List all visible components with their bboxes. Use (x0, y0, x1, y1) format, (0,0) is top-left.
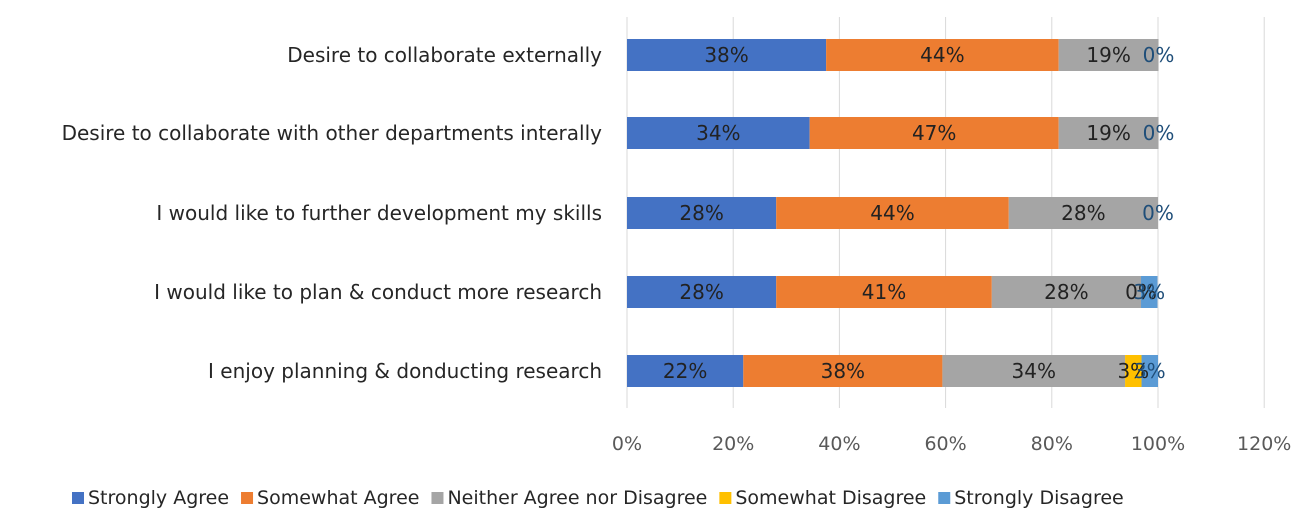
data-label: 22% (663, 359, 707, 383)
legend-swatch (431, 492, 444, 504)
bar-segment (1008, 197, 1158, 229)
x-tick-label: 120% (1237, 433, 1291, 455)
data-label: 28% (679, 280, 723, 304)
x-tick-label: 20% (712, 433, 754, 455)
category-label: I enjoy planning & donducting research (208, 359, 602, 383)
category-label: I would like to plan & conduct more rese… (154, 280, 602, 304)
legend-swatch (938, 492, 951, 504)
data-label: 44% (920, 43, 964, 67)
bar-segment (1058, 39, 1159, 71)
bar-segment (627, 39, 827, 71)
data-label: 28% (1044, 280, 1088, 304)
category-label: I would like to further development my s… (156, 201, 602, 225)
data-label: 34% (1012, 359, 1056, 383)
bar-segment (826, 39, 1059, 71)
data-label: 38% (704, 43, 748, 67)
bar-segment (627, 197, 777, 229)
bar-segment (776, 197, 1009, 229)
legend-entry: Neither Agree nor Disagree (447, 487, 707, 509)
x-tick-label: 100% (1131, 433, 1185, 455)
category-labels: Desire to collaborate externally Desire t… (62, 43, 603, 383)
legend-entry: Strongly Agree (88, 487, 229, 509)
data-label: 0% (1142, 201, 1174, 225)
data-label: 3% (1117, 359, 1149, 383)
data-label: 19% (1086, 121, 1130, 145)
data-label: 3% (1134, 359, 1166, 383)
x-tick-label: 80% (1031, 433, 1073, 455)
bar-segment (627, 276, 777, 308)
bar-segment (743, 355, 943, 387)
legend-entry: Somewhat Agree (257, 487, 419, 509)
legend: Strongly Agree Somewhat Agree Neither Agre… (72, 487, 1124, 509)
bar-segment (942, 355, 1126, 387)
bar-segment (1141, 355, 1158, 387)
category-label: Desire to collaborate with other departm… (62, 121, 603, 145)
legend-swatch (241, 492, 254, 504)
x-tick-labels: 0% 20% 40% 60% 80% 100% 120% (612, 433, 1291, 455)
data-label: 44% (870, 201, 914, 225)
legend-entry: Somewhat Disagree (735, 487, 926, 509)
data-label: 3% (1133, 280, 1165, 304)
data-label: 41% (862, 280, 906, 304)
data-label: 47% (912, 121, 956, 145)
data-label: 28% (679, 201, 723, 225)
bar-segment (1058, 117, 1159, 149)
bar-segment (1125, 355, 1142, 387)
bar-segment (776, 276, 992, 308)
legend-swatch (719, 492, 732, 504)
bars (627, 39, 1159, 387)
category-label: Desire to collaborate externally (287, 43, 602, 67)
legend-entry: Strongly Disagree (954, 487, 1123, 509)
bar-segment (1141, 276, 1158, 308)
data-label: 0% (1125, 280, 1157, 304)
data-label: 19% (1086, 43, 1130, 67)
bar-segment (627, 355, 744, 387)
bar-segment (809, 117, 1059, 149)
legend-swatch (72, 492, 84, 504)
x-tick-label: 40% (818, 433, 860, 455)
x-tick-label: 0% (612, 433, 642, 455)
bar-segment (991, 276, 1142, 308)
data-label: 0% (1143, 121, 1175, 145)
bar-labels: 38% 44% 19% 0% 34% 47% 19% 0% 28% 44% 28% 0% 28% 41% 2… (663, 43, 1174, 383)
data-label: 0% (1143, 43, 1175, 67)
data-label: 34% (696, 121, 740, 145)
bar-segment (627, 117, 810, 149)
data-label: 28% (1061, 201, 1105, 225)
data-label: 38% (821, 359, 865, 383)
x-tick-label: 60% (924, 433, 966, 455)
